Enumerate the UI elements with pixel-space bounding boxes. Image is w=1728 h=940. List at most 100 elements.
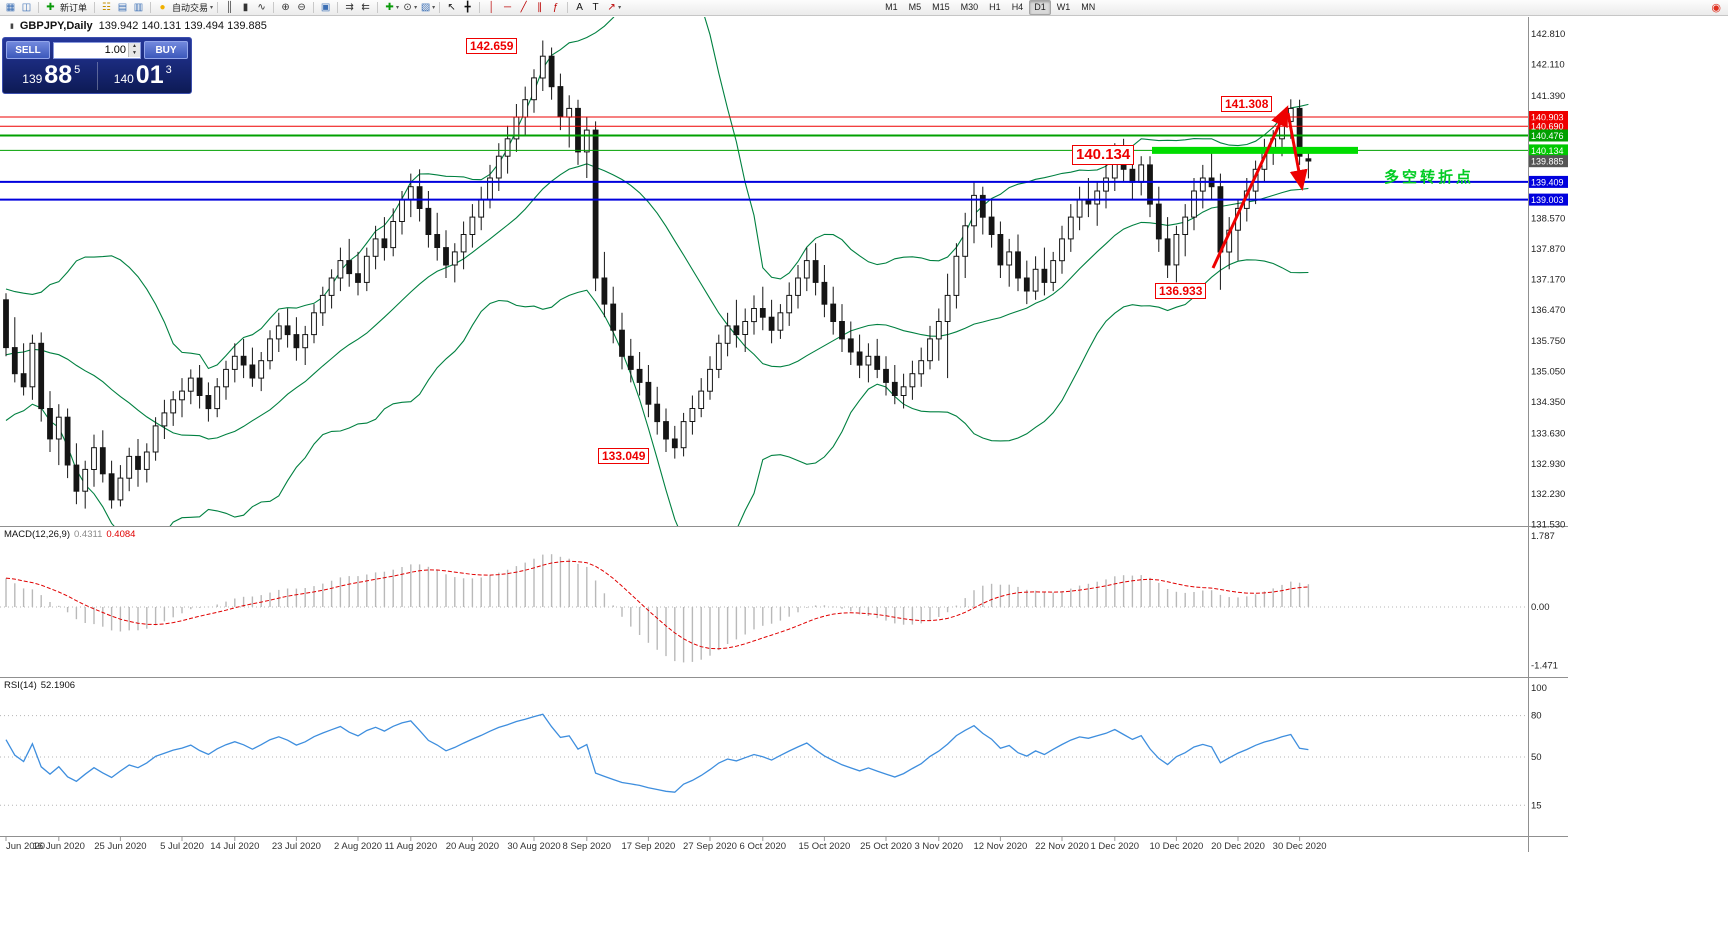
auto-trading-label[interactable]: 自动交易 (172, 3, 209, 13)
zoom-out-icon[interactable]: ⊖ (297, 1, 306, 13)
timeframe-button-h4[interactable]: H4 (1011, 2, 1024, 12)
candle (196, 377, 203, 397)
candle (733, 325, 740, 336)
date-axis-label: 20 Dec 2020 (1211, 841, 1265, 852)
macd-bar (190, 607, 192, 610)
arrows-dropdown[interactable]: ▾ (618, 5, 622, 11)
buy-button[interactable]: BUY (144, 41, 188, 59)
crosshair-icon[interactable]: ╋ (464, 1, 471, 13)
chart-windows-icon[interactable]: ◫ (21, 1, 32, 13)
price-tag (1529, 155, 1568, 168)
macd-bar (691, 607, 694, 662)
fibonacci-icon[interactable]: ƒ (552, 1, 559, 13)
toolbar-separator (273, 2, 275, 13)
channel-icon[interactable]: ∥ (537, 1, 543, 13)
community-icon[interactable]: ◉ (1711, 2, 1721, 14)
price-tag-value: 140.476 (1531, 131, 1564, 141)
indicators-dropdown[interactable]: ▾ (396, 5, 400, 11)
candle (240, 355, 247, 366)
bear-arrow[interactable] (1286, 112, 1308, 191)
indicators-icon[interactable]: ✚ (385, 1, 394, 13)
price-callout-133049[interactable]: 133.049 (598, 448, 650, 465)
timeframe-button-d1[interactable]: D1 (1029, 0, 1051, 15)
toolbar-separator (313, 2, 315, 13)
macd-bar (823, 605, 826, 607)
macd-bar (330, 580, 333, 607)
candle (1015, 251, 1021, 279)
candle (548, 55, 555, 88)
new-chart-icon[interactable]: ▦ (5, 1, 16, 13)
zoom-in-icon[interactable]: ⊕ (281, 1, 290, 13)
timeframe-button-w1[interactable]: W1 (1056, 2, 1071, 12)
ask-price[interactable]: 140 01 3 (96, 62, 189, 90)
timeframe-button-mn[interactable]: MN (1081, 2, 1096, 12)
date-axis-label: 3 Nov 2020 (915, 841, 964, 852)
vertical-line-icon[interactable]: │ (488, 1, 495, 13)
timeframe-button-m5[interactable]: M5 (908, 2, 922, 12)
trendline-icon[interactable]: ╱ (520, 1, 527, 13)
price-callout-142659[interactable]: 142.659 (466, 38, 518, 55)
timeframe-button-m15[interactable]: M15 (932, 2, 950, 12)
text-icon[interactable]: A (576, 1, 583, 13)
auto-trading-icon[interactable]: ● (159, 1, 166, 13)
lot-size-input[interactable] (54, 43, 128, 57)
cursor-icon[interactable]: ↖ (447, 1, 456, 13)
timeframe-button-h1[interactable]: H1 (989, 2, 1001, 12)
price-callout-140134[interactable]: 140.134 (1072, 145, 1135, 165)
chart-shift-icon[interactable]: ⇇ (361, 1, 370, 13)
one-click-trade-panel: SELL ▲ ▼ BUY 139 88 5 140 01 3 (2, 37, 192, 94)
macd-bar (5, 578, 7, 607)
periods-icon[interactable]: ⊙ (403, 1, 412, 13)
lot-decrease-button[interactable]: ▼ (129, 50, 140, 57)
pivot-note-text[interactable]: 多空转折点 (1384, 169, 1475, 186)
price-callout-136933[interactable]: 136.933 (1155, 283, 1207, 300)
bar-chart-icon[interactable]: ║ (226, 1, 234, 13)
candle (918, 360, 925, 375)
label-icon[interactable]: T (592, 1, 599, 13)
candle (821, 281, 828, 305)
macd-scale-tick: 1.787 (1531, 531, 1555, 542)
candle (636, 368, 643, 383)
templates-icon[interactable]: ▧ (420, 1, 431, 13)
timeframe-button-m1[interactable]: M1 (885, 2, 898, 12)
macd-scale-tick: -1.471 (1531, 660, 1558, 671)
tile-windows-icon[interactable]: ▣ (320, 1, 331, 13)
ask-prefix: 140 (113, 72, 134, 86)
rsi-scale-tick: 100 (1531, 683, 1547, 694)
terminal-icon[interactable]: ▥ (133, 1, 144, 13)
candle (680, 421, 687, 449)
data-window-icon[interactable]: ▤ (117, 1, 128, 13)
periods-dropdown[interactable]: ▾ (414, 5, 418, 11)
horizontal-line-icon[interactable]: ─ (504, 1, 512, 13)
trade-panel-controls: SELL ▲ ▼ BUY (6, 41, 188, 59)
rsi-pane (0, 713, 1528, 806)
templates-dropdown[interactable]: ▾ (432, 5, 436, 11)
top-toolbar: ▦ ◫ ✚ 新订单 ☷ ▤ ▥ ● 自动交易 ▾ ║ ▮ ∿ ⊕ ⊖ ▣ ⇉ ⇇ ✚ ▾ ⊙ ▾ ▧ ▾ ↖ ╋ │ ─ ╱ ∥ ƒ A T ↗ ▾… (0, 0, 1728, 16)
auto-scroll-icon[interactable]: ⇉ (345, 1, 354, 13)
new-order-label[interactable]: 新订单 (60, 3, 88, 13)
bid-price[interactable]: 139 88 5 (6, 62, 97, 90)
candle (575, 107, 581, 153)
candle (645, 381, 652, 405)
candle (971, 194, 977, 227)
candle (1023, 277, 1030, 292)
macd-bar (797, 607, 799, 613)
lot-increase-button[interactable]: ▲ (129, 43, 140, 50)
candle-chart-icon[interactable]: ▮ (242, 1, 249, 13)
macd-bar (1166, 589, 1169, 607)
macd-bar (1219, 594, 1222, 607)
timeframe-button-m30[interactable]: M30 (960, 2, 979, 12)
macd-bar (1017, 586, 1019, 607)
auto-trading-dropdown[interactable]: ▾ (210, 5, 214, 11)
price-callout-141308[interactable]: 141.308 (1221, 96, 1273, 113)
macd-bar (146, 607, 148, 629)
new-order-icon[interactable]: ✚ (46, 1, 55, 13)
bull-arrow[interactable] (1211, 105, 1289, 269)
macd-bar (154, 607, 157, 626)
market-watch-icon[interactable]: ☷ (102, 1, 111, 13)
sell-button[interactable]: SELL (6, 41, 50, 59)
line-chart-icon[interactable]: ∿ (257, 1, 266, 13)
arrows-icon[interactable]: ↗ (607, 1, 616, 13)
macd-bar (1281, 584, 1283, 607)
